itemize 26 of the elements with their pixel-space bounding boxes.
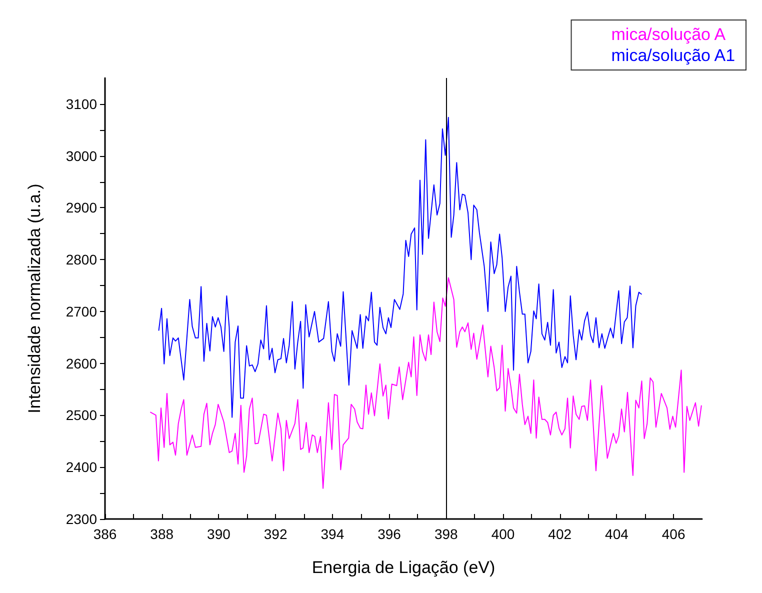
text: mica/solução A1 bbox=[611, 46, 736, 65]
x-axis-title: Energia de Ligação (eV) bbox=[312, 558, 496, 577]
x-tick-label: 390 bbox=[207, 526, 231, 542]
x-tick-label: 394 bbox=[320, 526, 344, 542]
y-tick-label: 2800 bbox=[66, 252, 98, 268]
y-tick-label: 2900 bbox=[66, 200, 98, 216]
x-tick-label: 388 bbox=[150, 526, 174, 542]
y-tick-label: 3100 bbox=[66, 96, 98, 112]
y-tick-label: 2700 bbox=[66, 303, 98, 320]
x-tick-label: 402 bbox=[548, 526, 572, 542]
line-series bbox=[158, 116, 642, 418]
x-tick-label: 406 bbox=[662, 526, 686, 542]
y-tick-label: 2400 bbox=[66, 459, 98, 476]
y-axis-title: Intensidade normalizada (u.a.) bbox=[25, 184, 44, 414]
x-tick-label: 398 bbox=[434, 526, 458, 542]
text: mica/solução A bbox=[611, 25, 726, 44]
y-tick-label: 2500 bbox=[66, 407, 98, 424]
x-tick-label: 392 bbox=[264, 526, 288, 542]
x-tick-label: 400 bbox=[491, 526, 515, 542]
y-tick-label: 2600 bbox=[66, 355, 98, 372]
x-tick-label: 396 bbox=[378, 526, 402, 542]
line-series bbox=[150, 277, 702, 489]
x-tick-label: 386 bbox=[93, 526, 117, 542]
y-tick-label: 3000 bbox=[66, 148, 98, 164]
y-tick-label: 2300 bbox=[66, 511, 98, 527]
x-tick-label: 404 bbox=[605, 526, 629, 542]
